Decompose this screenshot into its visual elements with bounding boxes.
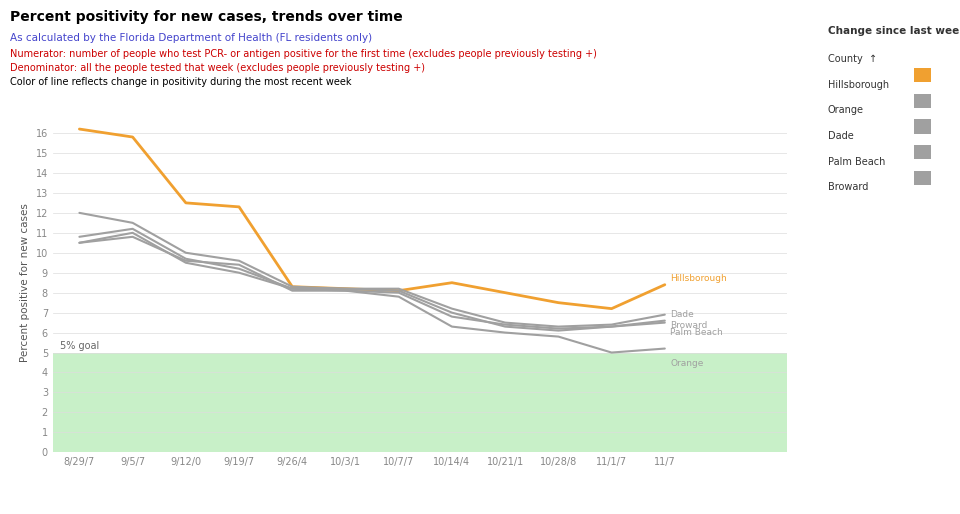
Text: 5% goal: 5% goal — [60, 341, 100, 351]
Text: Dade: Dade — [670, 310, 694, 319]
Bar — [53, 353, 787, 452]
Text: As calculated by the Florida Department of Health (FL residents only): As calculated by the Florida Department … — [10, 33, 372, 43]
Text: Color of line reflects change in positivity during the most recent week: Color of line reflects change in positiv… — [10, 77, 351, 86]
Text: Palm Beach: Palm Beach — [670, 328, 723, 337]
Text: Orange: Orange — [670, 359, 704, 368]
Text: Hillsborough: Hillsborough — [670, 274, 727, 283]
Text: Numerator: number of people who test PCR- or antigen positive for the first time: Numerator: number of people who test PCR… — [10, 49, 596, 59]
Text: County  ↑: County ↑ — [828, 54, 876, 64]
Text: Percent positivity for new cases, trends over time: Percent positivity for new cases, trends… — [10, 10, 402, 24]
Text: Orange: Orange — [828, 105, 864, 115]
Y-axis label: Percent positive for new cases: Percent positive for new cases — [20, 203, 30, 362]
Text: Hillsborough: Hillsborough — [828, 80, 889, 89]
Text: Palm Beach: Palm Beach — [828, 157, 885, 167]
Text: Broward: Broward — [828, 182, 868, 192]
Text: Change since last week: Change since last week — [828, 26, 960, 35]
Text: Denominator: all the people tested that week (excludes people previously testing: Denominator: all the people tested that … — [10, 63, 424, 72]
Text: Dade: Dade — [828, 131, 853, 141]
Text: Broward: Broward — [670, 321, 708, 330]
